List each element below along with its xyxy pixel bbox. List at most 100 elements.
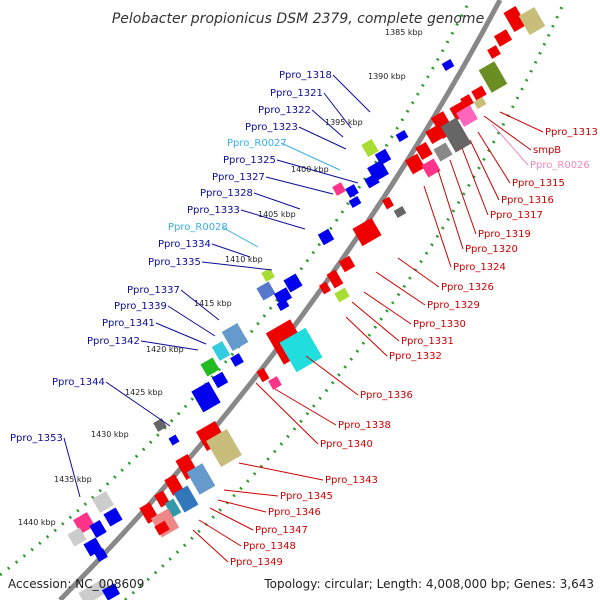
- feature-track: [67, 5, 546, 600]
- gene-feature: [473, 97, 487, 109]
- label-leader-lines: [63, 74, 544, 563]
- scale-tick-label: 1410 kbp: [225, 255, 263, 264]
- genome-backbone: [58, 0, 503, 600]
- right-leader-line: [217, 499, 267, 513]
- scale-tick-label: 1425 kbp: [125, 388, 163, 397]
- gene-feature: [200, 357, 220, 377]
- right-gene-label: Ppro_1349: [230, 557, 283, 568]
- topology-text: Topology: circular; Length: 4,008,000 bp…: [263, 577, 594, 591]
- right-gene-label: Ppro_1324: [453, 262, 506, 273]
- left-gene-label: Ppro_1321: [270, 88, 323, 99]
- left-leader-line: [265, 176, 334, 195]
- left-gene-label: Ppro_1337: [127, 285, 180, 296]
- right-leader-line: [469, 139, 500, 201]
- scale-tick-label: 1405 kbp: [258, 210, 296, 219]
- left-leader-line: [211, 243, 251, 258]
- gene-feature: [441, 59, 455, 71]
- left-gene-label: Ppro_R0028: [168, 222, 228, 233]
- gene-feature: [78, 578, 110, 600]
- gene-feature: [374, 148, 392, 166]
- gene-feature: [478, 61, 508, 93]
- gene-feature: [230, 353, 244, 367]
- left-leader-line: [298, 126, 347, 150]
- gene-feature: [67, 527, 87, 547]
- left-gene-label: Ppro_1342: [87, 336, 140, 347]
- left-gene-label: Ppro_1322: [258, 105, 311, 116]
- gene-feature: [395, 130, 409, 142]
- right-gene-label: Ppro_1331: [401, 336, 454, 347]
- right-gene-labels: Ppro_1313 smpB Ppro_R0026 Ppro_1315 Ppro_131…: [230, 127, 598, 568]
- inner-dotted-track: [124, 0, 567, 600]
- gene-feature: [94, 548, 108, 562]
- right-leader-line: [449, 159, 477, 235]
- gene-feature: [361, 138, 379, 158]
- gene-feature: [415, 141, 433, 161]
- left-gene-label: Ppro_1353: [10, 433, 63, 444]
- scale-tick-label: 1420 kbp: [146, 345, 184, 354]
- gene-feature: [382, 196, 394, 210]
- gene-feature: [268, 376, 282, 390]
- left-leader-line: [240, 209, 306, 230]
- right-leader-line: [437, 169, 464, 250]
- right-leader-line: [363, 291, 412, 325]
- left-leader-line: [280, 142, 341, 171]
- scale-tick-label: 1400 kbp: [291, 165, 329, 174]
- scale-tick-label: 1415 kbp: [194, 299, 232, 308]
- gene-feature: [186, 463, 216, 495]
- left-leader-line: [201, 261, 273, 271]
- map-title: Pelobacter propionicus DSM 2379, complet…: [112, 11, 484, 27]
- right-gene-label: Ppro_1336: [360, 390, 413, 401]
- left-leader-line: [253, 192, 301, 210]
- gene-feature: [493, 29, 513, 47]
- right-leader-line: [351, 301, 400, 342]
- gene-feature: [273, 287, 293, 305]
- scale-tick-label: 1395 kbp: [325, 118, 363, 127]
- left-gene-label: Ppro_1339: [114, 301, 167, 312]
- right-leader-line: [209, 507, 254, 531]
- right-gene-label: Ppro_1315: [512, 178, 565, 189]
- gene-feature: [326, 269, 344, 289]
- right-leader-line: [491, 123, 529, 166]
- gene-feature: [425, 125, 443, 145]
- right-leader-line: [397, 257, 440, 288]
- gene-feature: [256, 367, 270, 383]
- left-gene-label: Ppro_1328: [200, 188, 253, 199]
- gene-feature: [348, 196, 362, 208]
- gene-feature: [221, 322, 249, 352]
- right-gene-label: Ppro_1343: [325, 475, 378, 486]
- right-gene-label: Ppro_1320: [465, 244, 518, 255]
- gene-feature: [211, 371, 229, 389]
- gene-feature: [421, 158, 441, 178]
- gene-feature: [256, 281, 276, 301]
- left-gene-label: Ppro_1341: [102, 318, 155, 329]
- left-leader-line: [167, 305, 216, 337]
- left-leader-line: [332, 74, 371, 113]
- right-leader-line: [375, 271, 426, 306]
- scale-tick-label: 1390 kbp: [368, 72, 406, 81]
- gene-feature: [191, 381, 221, 413]
- left-gene-label: Ppro_1323: [245, 122, 298, 133]
- gene-feature: [103, 507, 123, 527]
- scale-tick-label: 1440 kbp: [18, 518, 56, 527]
- left-leader-line: [140, 340, 199, 351]
- gene-feature: [154, 520, 170, 536]
- left-leader-line: [63, 437, 81, 498]
- right-gene-label: Ppro_1346: [268, 507, 321, 518]
- gene-feature: [338, 255, 356, 273]
- right-gene-label: Ppro_1345: [280, 491, 333, 502]
- gene-feature: [276, 299, 290, 311]
- right-gene-label: Ppro_1338: [338, 420, 391, 431]
- right-gene-label: Ppro_1313: [545, 127, 598, 138]
- gene-feature: [334, 287, 350, 303]
- right-leader-line: [499, 111, 544, 133]
- gene-feature: [101, 583, 121, 600]
- left-gene-label: Ppro_1318: [279, 70, 332, 81]
- right-gene-label: Ppro_1319: [478, 229, 531, 240]
- gene-feature: [211, 341, 231, 361]
- gene-feature: [153, 418, 167, 432]
- right-gene-label: smpB: [533, 145, 561, 156]
- left-gene-label: Ppro_1325: [223, 155, 276, 166]
- right-gene-label: Ppro_1329: [427, 300, 480, 311]
- right-leader-line: [238, 462, 324, 481]
- left-leader-line: [105, 381, 171, 427]
